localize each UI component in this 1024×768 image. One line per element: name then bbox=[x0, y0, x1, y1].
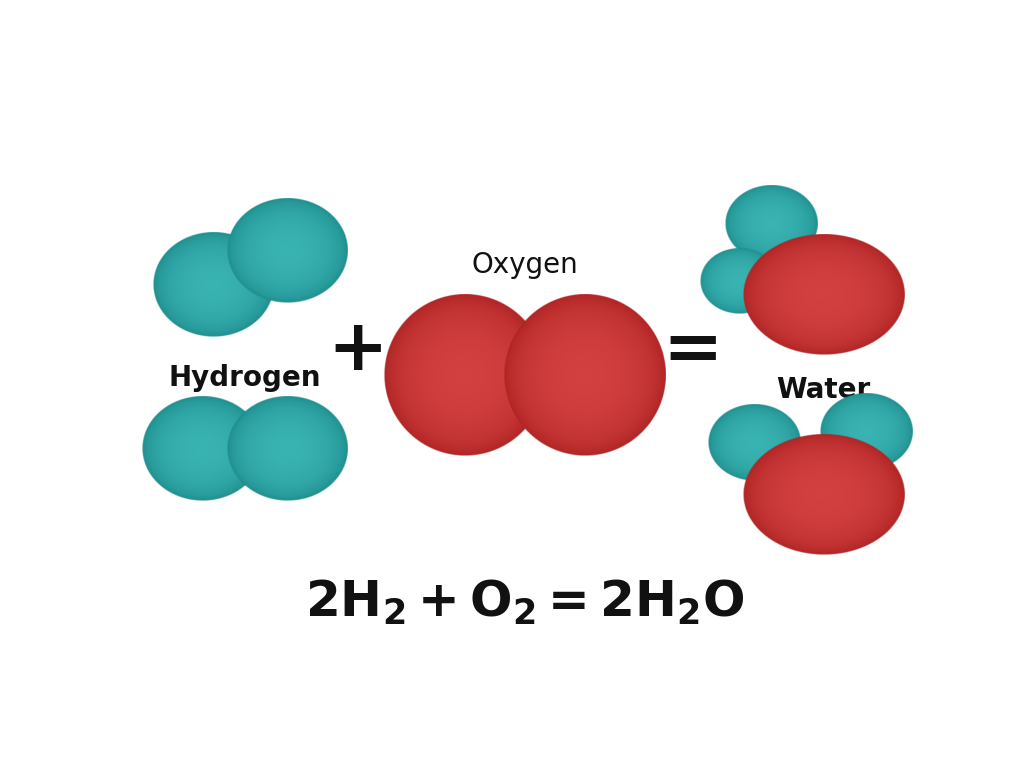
Text: Hydrogen: Hydrogen bbox=[168, 364, 321, 392]
Text: Oxygen: Oxygen bbox=[471, 251, 579, 280]
Text: $\mathbf{2H_2 + O_2 = 2H_2O}$: $\mathbf{2H_2 + O_2 = 2H_2O}$ bbox=[305, 578, 744, 627]
Text: Water: Water bbox=[776, 376, 870, 403]
Text: =: = bbox=[663, 316, 723, 386]
Text: +: + bbox=[328, 316, 388, 386]
